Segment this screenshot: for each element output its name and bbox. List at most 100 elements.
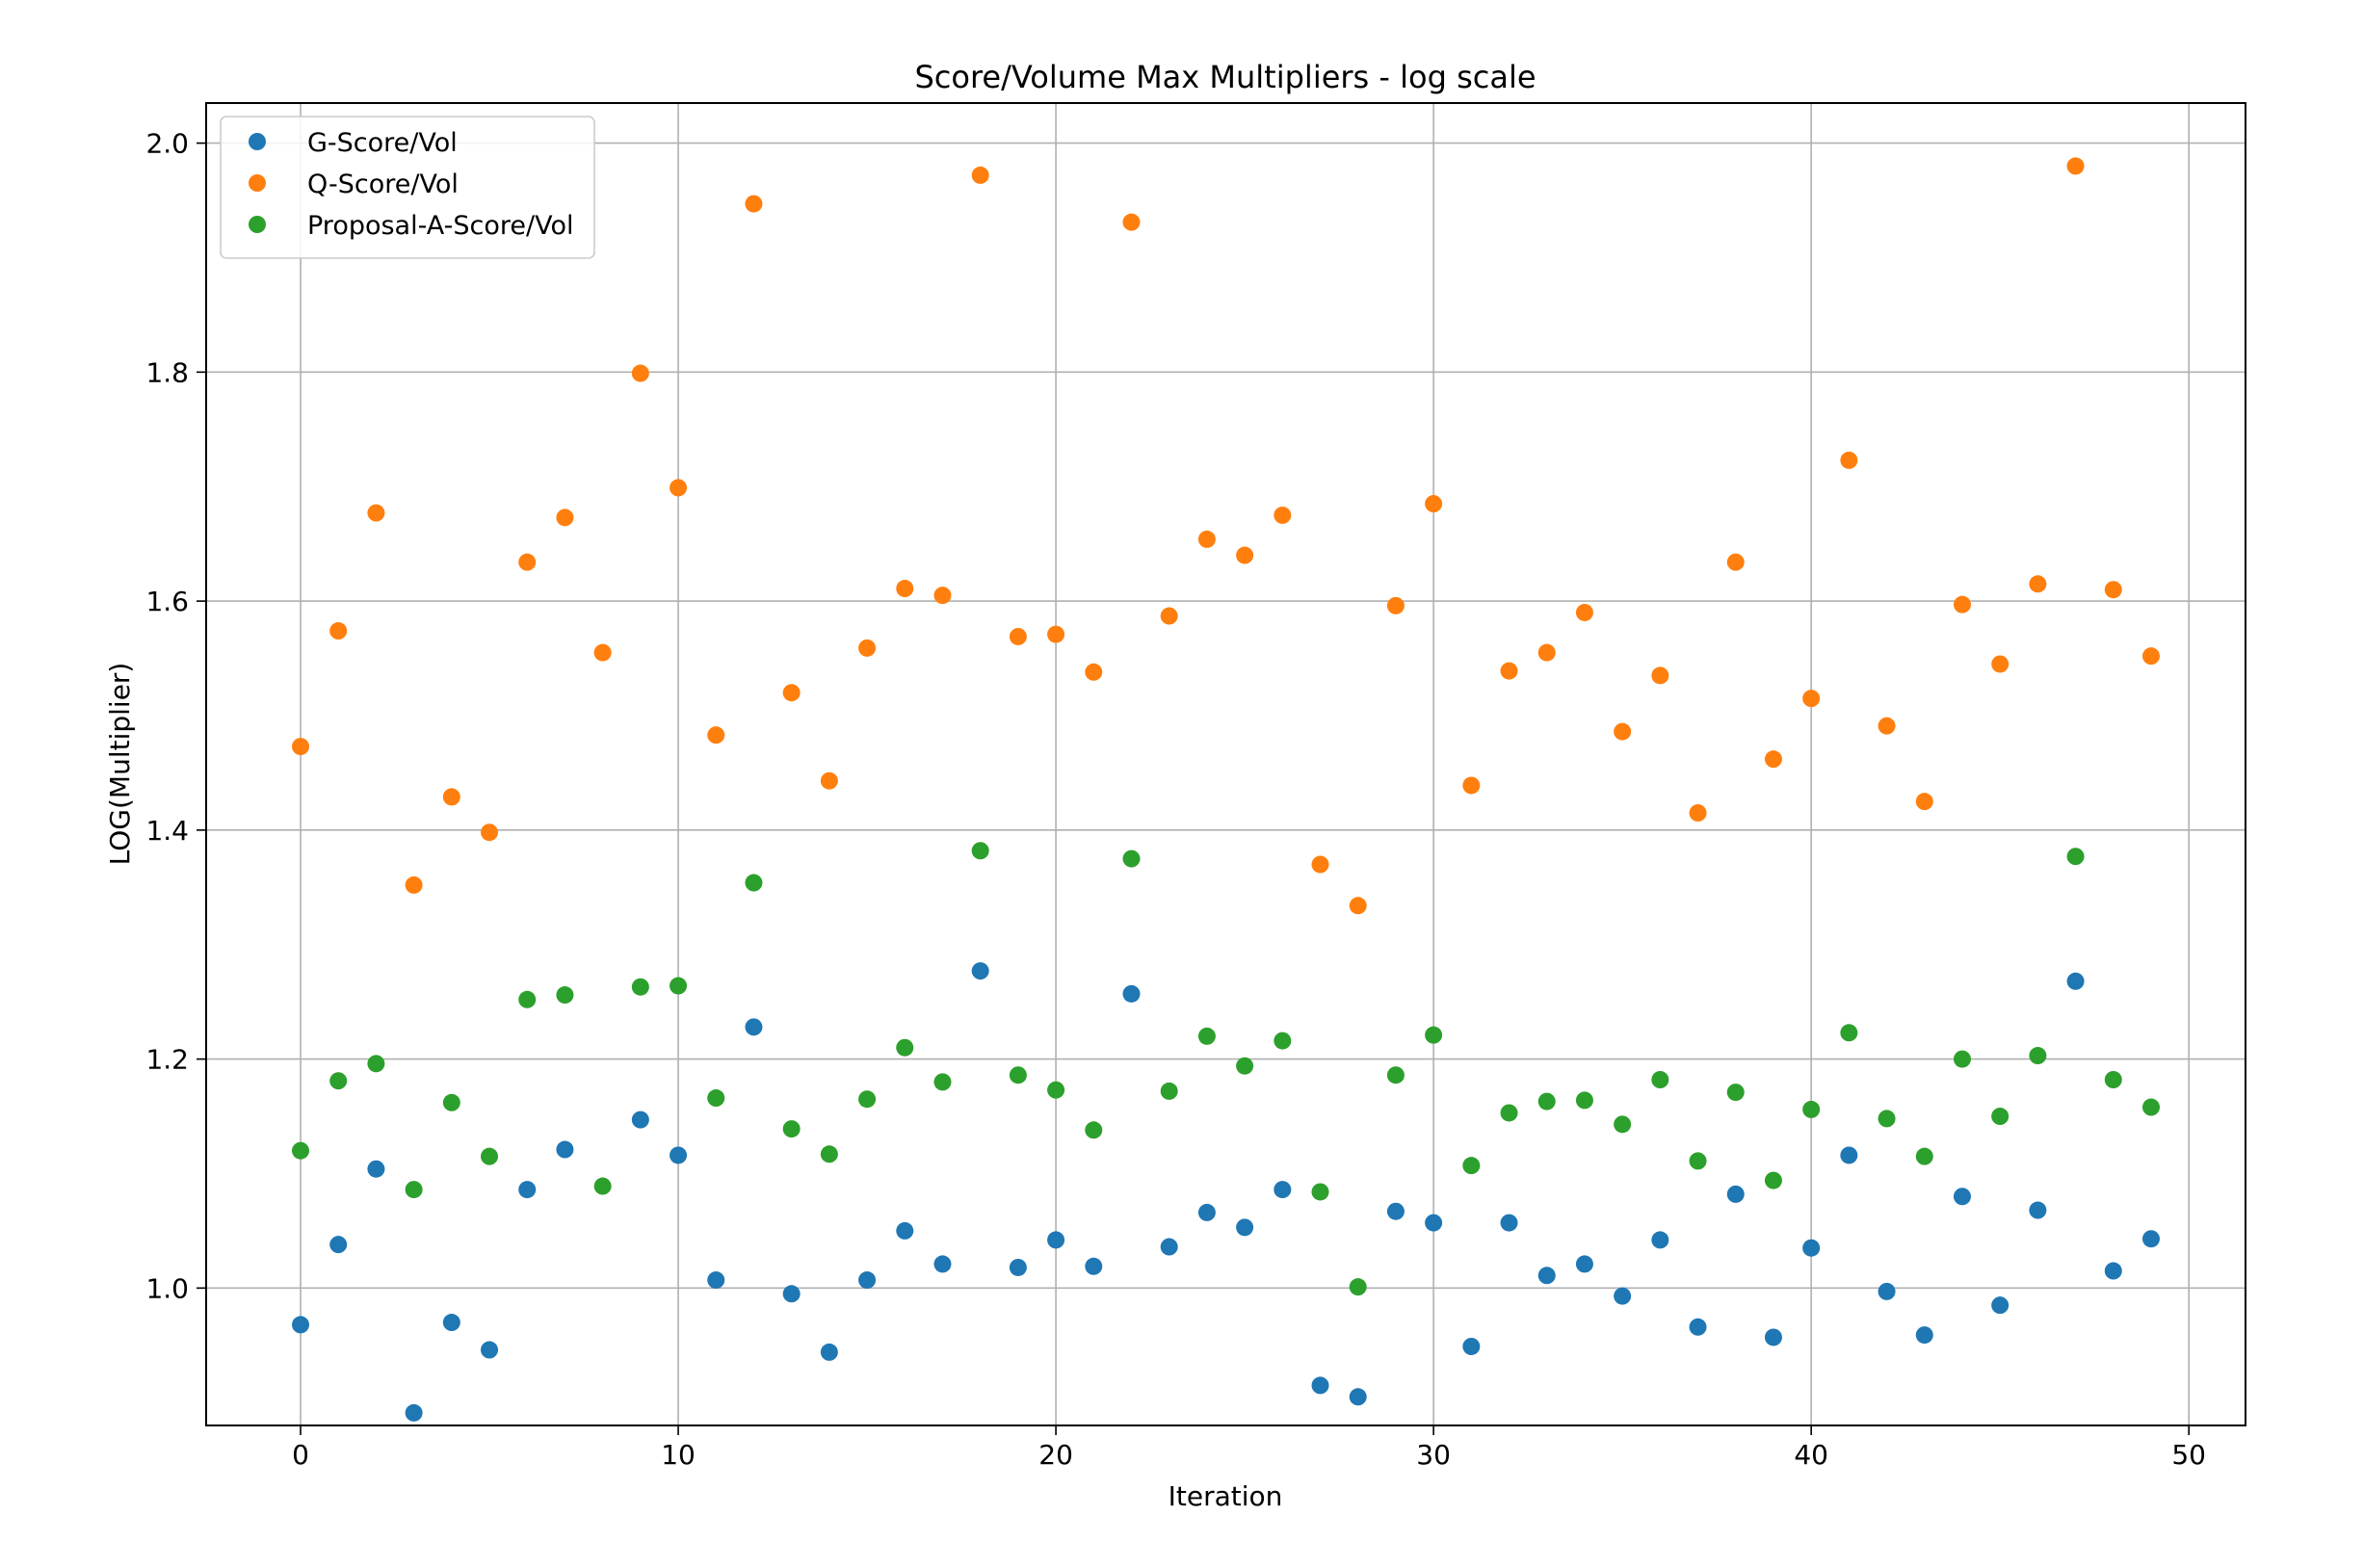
point-q-score-vol xyxy=(1651,666,1669,685)
legend-marker xyxy=(249,216,266,233)
point-g-score-vol xyxy=(1991,1296,2009,1315)
point-proposal-a-score-vol xyxy=(1160,1082,1178,1100)
point-proposal-a-score-vol xyxy=(1085,1121,1103,1139)
point-proposal-a-score-vol xyxy=(292,1141,310,1160)
point-proposal-a-score-vol xyxy=(820,1145,838,1163)
point-q-score-vol xyxy=(2141,647,2160,666)
legend-label: G-Score/Vol xyxy=(307,128,458,158)
point-proposal-a-score-vol xyxy=(1915,1147,1933,1165)
point-proposal-a-score-vol xyxy=(1425,1026,1443,1044)
point-g-score-vol xyxy=(820,1343,838,1361)
point-proposal-a-score-vol xyxy=(1349,1278,1367,1296)
y-tick-label: 1.4 xyxy=(145,815,189,847)
point-q-score-vol xyxy=(1349,897,1367,915)
point-q-score-vol xyxy=(1197,530,1216,548)
point-g-score-vol xyxy=(556,1140,574,1159)
point-q-score-vol xyxy=(670,479,688,497)
point-q-score-vol xyxy=(1689,804,1707,823)
point-g-score-vol xyxy=(1085,1257,1103,1275)
point-g-score-vol xyxy=(1537,1267,1556,1285)
point-g-score-vol xyxy=(2141,1230,2160,1248)
point-proposal-a-score-vol xyxy=(2104,1070,2122,1088)
point-q-score-vol xyxy=(1878,717,1896,735)
point-proposal-a-score-vol xyxy=(442,1093,460,1111)
point-q-score-vol xyxy=(518,553,537,571)
point-proposal-a-score-vol xyxy=(1878,1110,1896,1128)
point-q-score-vol xyxy=(1840,451,1858,469)
point-q-score-vol xyxy=(858,639,877,657)
point-q-score-vol xyxy=(820,771,838,790)
x-tick-label: 50 xyxy=(2171,1439,2206,1471)
point-g-score-vol xyxy=(631,1111,649,1129)
data-points xyxy=(292,157,2160,1422)
point-proposal-a-score-vol xyxy=(896,1038,914,1057)
point-g-score-vol xyxy=(1236,1218,1254,1237)
point-proposal-a-score-vol xyxy=(858,1090,877,1109)
point-g-score-vol xyxy=(858,1271,877,1290)
legend-marker xyxy=(249,174,266,192)
point-g-score-vol xyxy=(896,1221,914,1240)
point-g-score-vol xyxy=(1425,1214,1443,1232)
point-q-score-vol xyxy=(1122,213,1141,231)
point-g-score-vol xyxy=(2029,1201,2047,1219)
point-g-score-vol xyxy=(2104,1262,2122,1280)
point-proposal-a-score-vol xyxy=(405,1181,423,1199)
point-g-score-vol xyxy=(1274,1181,1292,1199)
x-axis-label: Iteration xyxy=(1169,1480,1283,1512)
point-q-score-vol xyxy=(292,738,310,756)
point-g-score-vol xyxy=(1614,1287,1632,1305)
point-g-score-vol xyxy=(782,1285,801,1303)
axis-ticks: 0 10 20 30 40 50 1.0 1.2 1.4 1.6 1.8 2.0 xyxy=(145,128,2206,1471)
point-proposal-a-score-vol xyxy=(556,986,574,1005)
point-g-score-vol xyxy=(1802,1239,1821,1257)
point-proposal-a-score-vol xyxy=(2141,1098,2160,1116)
point-q-score-vol xyxy=(1462,776,1481,795)
point-q-score-vol xyxy=(1991,655,2009,673)
x-tick-label: 30 xyxy=(1416,1439,1451,1471)
legend-label: Proposal-A-Score/Vol xyxy=(307,211,574,241)
point-q-score-vol xyxy=(1802,690,1821,708)
point-proposal-a-score-vol xyxy=(1122,849,1141,868)
point-q-score-vol xyxy=(556,509,574,527)
point-proposal-a-score-vol xyxy=(971,842,989,860)
point-q-score-vol xyxy=(1915,793,1933,811)
point-proposal-a-score-vol xyxy=(1575,1091,1593,1110)
chart-title: Score/Volume Max Multipliers - log scale xyxy=(914,59,1536,95)
point-g-score-vol xyxy=(1462,1337,1481,1355)
y-tick-label: 1.6 xyxy=(145,586,189,617)
point-g-score-vol xyxy=(1878,1282,1896,1300)
point-q-score-vol xyxy=(1726,553,1745,571)
point-q-score-vol xyxy=(1614,722,1632,741)
point-proposal-a-score-vol xyxy=(2066,848,2085,866)
point-q-score-vol xyxy=(2029,575,2047,593)
point-g-score-vol xyxy=(1764,1328,1782,1346)
point-proposal-a-score-vol xyxy=(1537,1092,1556,1111)
point-q-score-vol xyxy=(1047,625,1065,643)
grid-lines xyxy=(206,103,2246,1425)
point-proposal-a-score-vol xyxy=(1614,1115,1632,1134)
point-g-score-vol xyxy=(1122,984,1141,1003)
point-q-score-vol xyxy=(1009,627,1027,645)
point-g-score-vol xyxy=(1915,1326,1933,1345)
point-proposal-a-score-vol xyxy=(1197,1027,1216,1045)
legend-box xyxy=(220,116,595,259)
point-q-score-vol xyxy=(442,788,460,806)
point-g-score-vol xyxy=(1311,1376,1329,1395)
point-g-score-vol xyxy=(1386,1202,1405,1220)
point-proposal-a-score-vol xyxy=(1651,1070,1669,1088)
point-q-score-vol xyxy=(1274,506,1292,524)
point-g-score-vol xyxy=(292,1316,310,1334)
x-tick-label: 0 xyxy=(292,1439,309,1471)
point-q-score-vol xyxy=(1236,546,1254,564)
legend: G-Score/Vol Q-Score/Vol Proposal-A-Score/V… xyxy=(220,116,595,259)
point-proposal-a-score-vol xyxy=(481,1147,499,1165)
point-g-score-vol xyxy=(518,1181,537,1199)
y-tick-label: 2.0 xyxy=(145,128,189,160)
point-g-score-vol xyxy=(1500,1214,1518,1232)
point-proposal-a-score-vol xyxy=(1462,1157,1481,1175)
point-g-score-vol xyxy=(1047,1231,1065,1249)
point-q-score-vol xyxy=(1425,495,1443,513)
